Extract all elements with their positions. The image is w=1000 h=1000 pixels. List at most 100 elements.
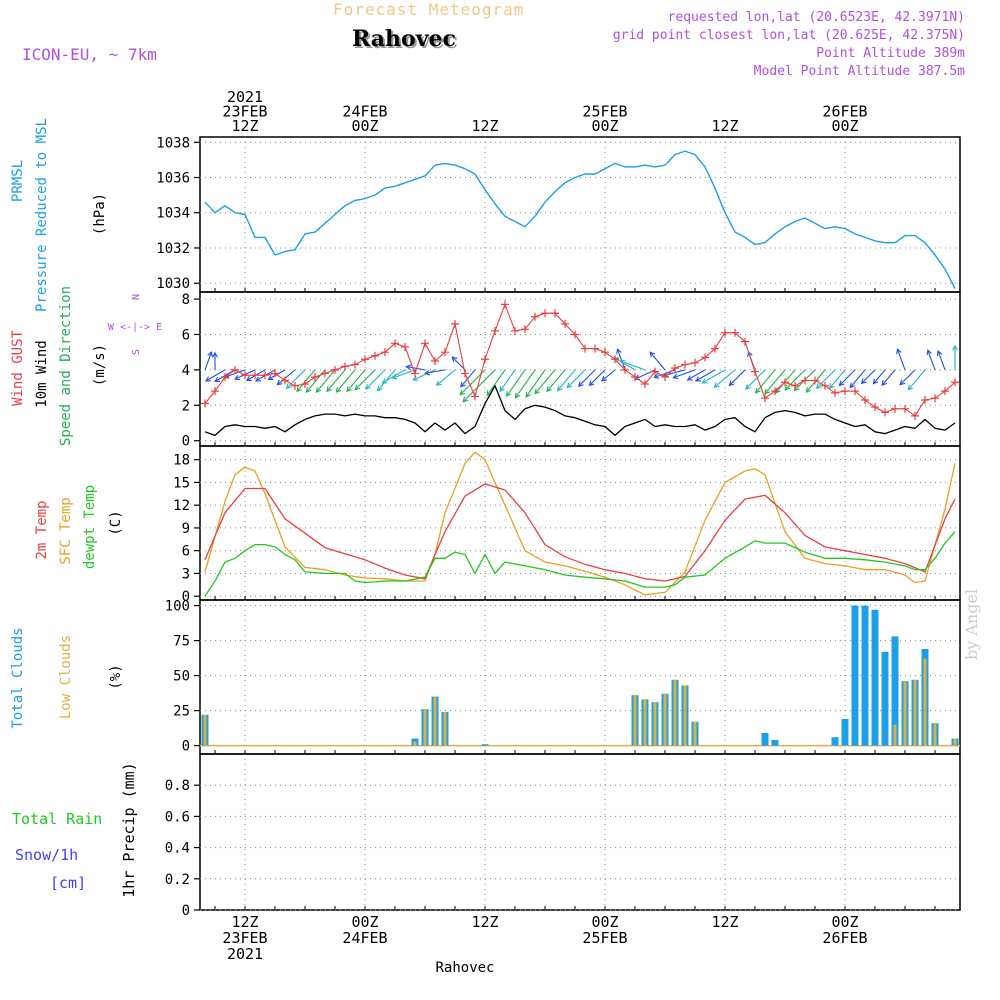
sfc-temp-line bbox=[204, 451, 956, 596]
pressure-label-prmsl: PRMSL bbox=[10, 160, 26, 202]
low-cloud-bar bbox=[653, 702, 657, 746]
bottom-time-label: 25FEB bbox=[582, 929, 627, 947]
wind-gust-marker bbox=[751, 367, 759, 376]
wind-direction-arrow bbox=[413, 369, 436, 381]
wind-direction-arrowhead bbox=[534, 388, 540, 395]
wind-direction-arrowhead bbox=[354, 384, 361, 391]
wind-direction-arrow bbox=[506, 369, 526, 397]
low-cloud-bar bbox=[443, 712, 447, 746]
top-time-label: 12Z bbox=[231, 117, 258, 135]
total-rain-label: Total Rain bbox=[12, 810, 102, 828]
bottom-time-label: 12Z bbox=[471, 913, 498, 931]
wind-gust-marker bbox=[281, 376, 289, 385]
wind-direction-arrow bbox=[499, 369, 516, 392]
wind-direction-arrow bbox=[578, 369, 596, 387]
wind-gust-marker bbox=[721, 328, 729, 337]
wind-direction-arrow bbox=[816, 369, 836, 389]
wind-gust-marker bbox=[401, 342, 409, 351]
wind-unit-label: (m/s) bbox=[92, 344, 108, 386]
wind-direction-arrowhead bbox=[649, 351, 656, 358]
wind-direction-arrowhead bbox=[391, 373, 398, 380]
wind-direction-arrow bbox=[829, 369, 846, 389]
wind-direction-arrow bbox=[745, 369, 766, 390]
wind-gust-marker bbox=[431, 357, 439, 366]
wind-direction-arrow bbox=[566, 369, 586, 388]
wind-direction-arrowhead bbox=[525, 391, 531, 398]
wind-direction-arrowhead bbox=[365, 384, 371, 390]
wind-direction-arrowhead bbox=[764, 388, 770, 395]
y-tick-label: 0.2 bbox=[165, 872, 190, 888]
wind-gust-marker bbox=[211, 387, 219, 396]
clouds-unit-label: (%) bbox=[108, 664, 124, 689]
total-cloud-bar bbox=[481, 744, 489, 746]
wind-direction-arrowhead bbox=[204, 376, 211, 382]
wind-direction-arrow bbox=[326, 369, 346, 392]
bottom-time-label: 12Z bbox=[231, 913, 258, 931]
wind-direction-arrowhead bbox=[899, 379, 906, 386]
wind-direction-arrow bbox=[277, 369, 296, 386]
wind-direction-arrow bbox=[534, 369, 556, 394]
top-time-label: 12Z bbox=[471, 117, 498, 135]
wind-direction-arrow bbox=[713, 369, 736, 388]
station-name: Rahovec bbox=[352, 26, 456, 52]
wind-gust-marker bbox=[201, 399, 209, 408]
y-tick-label: 1032 bbox=[156, 241, 190, 257]
requested-coordinates: requested lon,lat (20.6523E, 42.3971N) bbox=[667, 10, 965, 25]
wind-direction-arrowhead bbox=[514, 392, 521, 399]
y-tick-label: 3 bbox=[182, 566, 190, 582]
wind-gust-marker bbox=[511, 326, 519, 335]
low-cloud-bar bbox=[663, 693, 667, 746]
low-cloud-bar bbox=[893, 724, 897, 746]
wind-gust-marker bbox=[851, 387, 859, 396]
total-cloud-bar bbox=[761, 733, 769, 746]
wind-gust-marker bbox=[381, 348, 389, 357]
gridpoint-coordinates: grid point closest lon,lat (20.625E, 42.… bbox=[612, 28, 965, 43]
wind-gust-marker bbox=[651, 367, 659, 376]
low-cloud-bar bbox=[913, 679, 917, 746]
wind-direction-arrowhead bbox=[376, 385, 383, 392]
wind-direction-arrowhead bbox=[335, 387, 342, 393]
wind-gust-marker bbox=[521, 325, 529, 334]
wind-gust-marker bbox=[941, 387, 949, 396]
low-cloud-bar bbox=[203, 714, 207, 746]
wind-direction-arrowhead bbox=[701, 378, 708, 384]
wind-gust-marker bbox=[241, 371, 249, 380]
wind-direction-arrow bbox=[205, 369, 226, 382]
wind-direction-arrowhead bbox=[566, 382, 573, 389]
wind-gust-marker bbox=[621, 365, 629, 374]
wind-gust-marker bbox=[271, 369, 279, 378]
wind-gust-marker bbox=[421, 339, 429, 348]
wind-gust-marker bbox=[341, 362, 349, 371]
low-cloud-bar bbox=[413, 741, 417, 746]
low-cloud-bar bbox=[433, 696, 437, 746]
wind-gust-marker bbox=[661, 372, 669, 381]
wind-gust-marker bbox=[531, 312, 539, 321]
wind-direction-arrowhead bbox=[296, 386, 302, 393]
y-tick-label: 12 bbox=[173, 498, 190, 514]
wind-direction-arrowhead bbox=[346, 386, 352, 393]
wind-gust-marker bbox=[891, 404, 899, 413]
wind-gust-marker bbox=[571, 330, 579, 339]
wind-direction-label: Speed and Direction bbox=[58, 286, 74, 446]
wind-gust-marker bbox=[461, 369, 469, 378]
wind-direction-arrow bbox=[764, 369, 786, 394]
wind-direction-arrow bbox=[515, 369, 536, 399]
wind-direction-arrowhead bbox=[254, 376, 261, 382]
wind-gust-marker bbox=[561, 319, 569, 328]
y-tick-label: 0.8 bbox=[165, 778, 190, 794]
wind-direction-arrow bbox=[204, 351, 213, 371]
wind-direction-arrowhead bbox=[784, 384, 791, 391]
snow-label: Snow/1h bbox=[15, 846, 78, 864]
wind-gust-marker bbox=[361, 355, 369, 364]
wind-direction-arrow bbox=[673, 369, 696, 379]
wind-gust-marker bbox=[931, 394, 939, 403]
wind-direction-arrowhead bbox=[276, 379, 283, 386]
wind-direction-arrow bbox=[839, 369, 856, 386]
bottom-time-label: 00Z bbox=[351, 913, 378, 931]
pressure-label-long: Pressure Reduced to MSL bbox=[34, 118, 50, 312]
wind-gust-marker bbox=[951, 378, 959, 387]
wind-gust-marker bbox=[731, 328, 739, 337]
top-time-label: 00Z bbox=[351, 117, 378, 135]
wind-10m-label: 10m Wind bbox=[34, 340, 50, 407]
